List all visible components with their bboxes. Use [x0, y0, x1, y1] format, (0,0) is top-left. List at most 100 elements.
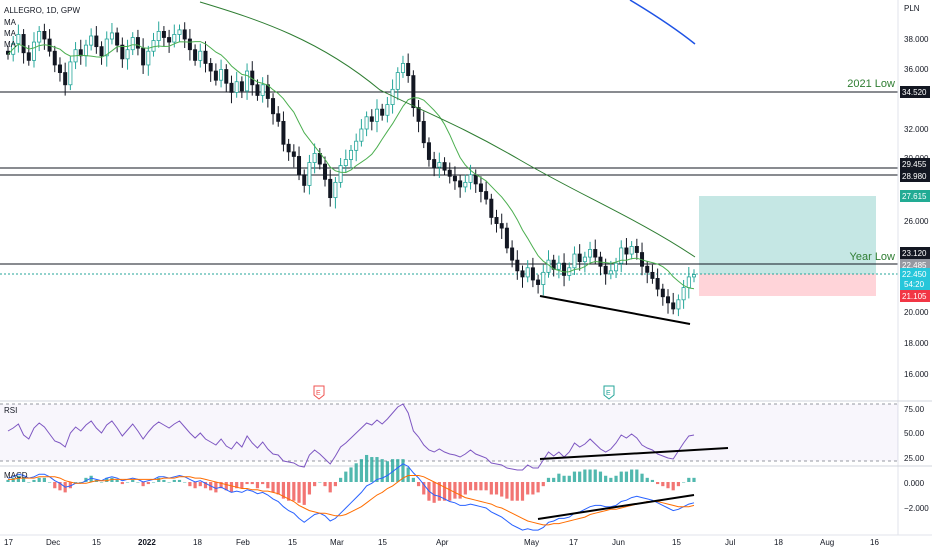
macd-histogram-bar [510, 482, 514, 501]
macd-histogram-bar [214, 482, 218, 493]
earnings-marker[interactable]: E [603, 385, 615, 400]
candle-body [556, 262, 561, 270]
candle-body [146, 50, 151, 66]
macd-histogram-bar [479, 482, 483, 491]
price-tag-stop-bg [900, 290, 930, 302]
macd-histogram-bar [437, 482, 441, 501]
candle-body [588, 249, 593, 258]
rsi-tick: 50.00 [904, 429, 925, 438]
candle-body [359, 128, 364, 142]
time-tick: Mar [330, 538, 344, 547]
earnings-flag-label: E [316, 390, 321, 397]
candle-body [515, 259, 520, 272]
candle-body [135, 37, 140, 49]
candle-body [57, 64, 62, 73]
price-tag-2021-low: 34.520 [902, 88, 927, 97]
candle-body [541, 271, 546, 285]
time-tick: Jun [612, 538, 625, 547]
price-tag-year-low: 23.120 [902, 249, 927, 258]
price-tag-target: 27.615 [902, 192, 927, 201]
price-axis[interactable]: PLN 38.000 36.000 32.000 30.000 26.000 2… [897, 0, 930, 535]
candle-body [89, 35, 94, 46]
macd-histogram-bar [531, 482, 535, 495]
time-tick: Aug [820, 538, 834, 547]
macd-histogram-bar [68, 482, 72, 489]
macd-histogram-bar [474, 482, 478, 491]
candle-body [291, 151, 296, 157]
macd-histogram-bar [261, 482, 265, 485]
macd-histogram-bar [645, 477, 649, 482]
macd-histogram-bar [302, 482, 306, 505]
candle-body [603, 265, 608, 275]
candle-body [437, 162, 442, 168]
candle-body [94, 35, 99, 48]
macd-histogram-bar [484, 482, 488, 491]
time-tick: 15 [288, 538, 297, 547]
macd-histogram-bar [235, 482, 239, 489]
macd-histogram-bar [635, 469, 639, 482]
price-tick: 18.000 [904, 339, 929, 348]
time-axis[interactable]: 17 Dec 15 2022 18 Feb 15 Mar 15 Apr May … [0, 534, 932, 547]
ma-label-1: MA [4, 18, 17, 27]
earnings-marker[interactable]: E [313, 385, 325, 400]
price-tag-stop: 21.105 [902, 292, 927, 301]
candle-body [172, 34, 177, 43]
macd-histogram-bar [552, 477, 556, 482]
macd-histogram-bar [359, 459, 363, 482]
candle-body [499, 223, 504, 229]
candle-body [400, 63, 405, 73]
year-low-label: Year Low [850, 251, 896, 263]
candle-body [224, 69, 229, 84]
macd-histogram-bar [676, 482, 681, 487]
macd-histogram-bar [385, 461, 389, 482]
support-trendline [539, 295, 691, 325]
candle-body [297, 156, 302, 176]
macd-histogram-bar [562, 475, 566, 482]
candle-body [645, 265, 650, 273]
price-tick: 16.000 [904, 370, 929, 379]
price-tag-res2: 28.980 [902, 172, 927, 181]
rsi-panel[interactable]: RSI 75.00 50.00 25.00 [0, 403, 925, 471]
candle-body [395, 72, 400, 90]
macd-histogram-bar [406, 467, 410, 482]
macd-histogram-bar [448, 482, 452, 501]
time-tick: 17 [4, 538, 13, 547]
macd-histogram-bar [401, 459, 405, 482]
macd-histogram-bar [120, 482, 124, 485]
macd-histogram-bar [297, 482, 301, 503]
time-tick: 16 [870, 538, 879, 547]
candle-body [463, 181, 468, 188]
macd-histogram-bar [328, 482, 332, 493]
macd-histogram-bar [177, 479, 182, 482]
rsi-label: RSI [4, 406, 17, 415]
earnings-flag-label: E [606, 390, 611, 397]
macd-histogram-bar [588, 469, 592, 482]
candle-body [494, 217, 499, 224]
candle-body [629, 246, 634, 255]
candle-body [686, 276, 691, 288]
candle-body [83, 44, 88, 57]
candle-body [141, 47, 146, 66]
macd-histogram-bar [16, 475, 20, 482]
main-price-panel[interactable]: 2021 Low Year Low [0, 0, 898, 325]
candle-body [239, 81, 244, 92]
ma-long-line [629, 0, 696, 45]
candle-body [619, 247, 624, 264]
candle-body [525, 267, 530, 278]
macd-histogram-bar [224, 482, 228, 491]
time-tick: May [524, 538, 539, 547]
candle-body [593, 249, 598, 258]
candle-body [286, 143, 291, 153]
macd-histogram-bar [557, 473, 561, 482]
macd-histogram-bar [281, 482, 286, 499]
candle-body [271, 98, 276, 115]
candle-body [478, 183, 483, 192]
macd-panel[interactable]: MACD 0.000 −2.000 [4, 454, 929, 531]
candle-body [692, 274, 697, 278]
macd-histogram-bar [323, 482, 327, 487]
candle-body [354, 140, 359, 151]
macd-histogram-bar [505, 482, 509, 499]
macd-histogram-bar [598, 471, 603, 482]
ma-label-2: MA [4, 29, 17, 38]
